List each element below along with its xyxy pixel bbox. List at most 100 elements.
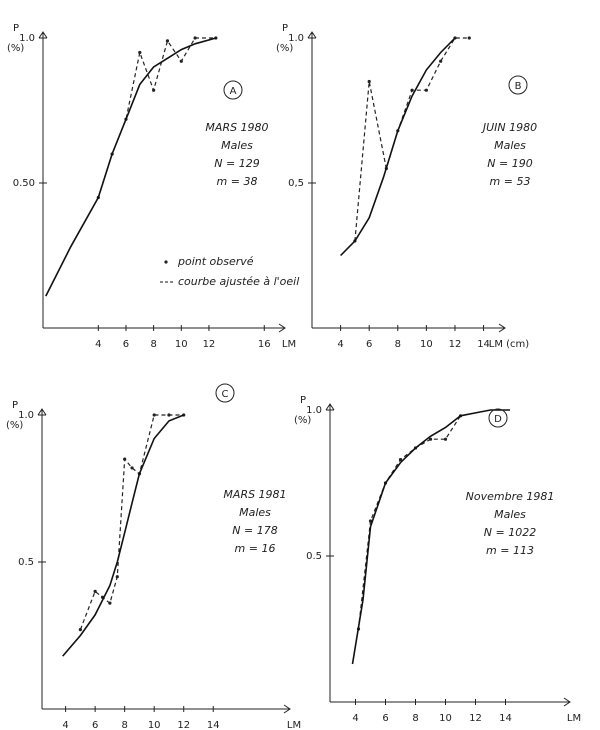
y-tick-label: 1.0 — [18, 410, 34, 421]
annotation: N = 129 — [214, 157, 259, 170]
observed-point — [398, 458, 403, 462]
x-tick-label: 6 — [366, 339, 372, 350]
observed-point — [428, 437, 433, 441]
x-tick-label: 4 — [352, 713, 358, 724]
x-tick-label: 4 — [62, 720, 68, 730]
panel-letter: D — [494, 414, 502, 425]
legend-label: point observé — [177, 255, 254, 268]
panel-circle — [215, 383, 235, 403]
annotation: MARS 1980 — [205, 121, 268, 134]
annotation: N = 178 — [232, 524, 277, 537]
x-tick-label: 6 — [382, 713, 388, 724]
y-tick-label: 1.0 — [288, 33, 304, 44]
y-label: P — [300, 395, 306, 406]
y-unit: (%) — [7, 43, 24, 54]
annotation: JUIN 1980 — [481, 121, 537, 134]
fitted-line — [62, 414, 184, 657]
annotation: MARS 1981 — [223, 488, 286, 501]
y-label: P — [12, 400, 18, 411]
x-label: LM — [567, 713, 581, 724]
y-tick-label: 1.0 — [306, 405, 322, 416]
fitted-line — [340, 37, 456, 257]
x-tick-label: 12 — [203, 339, 216, 350]
observed-point — [152, 413, 156, 417]
legend-label: courbe ajustée à l'oeil — [178, 275, 299, 288]
y-tick-label: 0.50 — [13, 178, 35, 189]
observed-point — [443, 437, 448, 441]
annotation: Males — [239, 506, 271, 519]
y-unit: (%) — [294, 415, 311, 426]
observed-point — [165, 39, 170, 43]
x-tick-label: 10 — [439, 713, 452, 724]
annotation: m = 16 — [235, 542, 276, 555]
observed-point — [130, 466, 134, 470]
x-tick-label: 14 — [207, 720, 220, 730]
annotation: Males — [494, 139, 526, 152]
x-label: LM — [282, 339, 296, 350]
x-tick-label: 6 — [123, 339, 129, 350]
observed-line — [357, 415, 462, 630]
y-tick-label: 1.0 — [19, 33, 35, 44]
x-tick-label: 12 — [469, 713, 482, 724]
observed-point — [115, 575, 119, 579]
observed-point — [108, 601, 112, 605]
y-tick-label: 0.5 — [306, 551, 322, 562]
observed-point — [152, 88, 156, 92]
observed-point — [78, 628, 82, 632]
y-tick-label: 0.5 — [18, 557, 34, 568]
panel-letter: B — [515, 81, 522, 92]
y-unit: (%) — [276, 43, 293, 54]
observed-line — [97, 37, 216, 198]
x-tick-label: 8 — [412, 713, 418, 724]
x-arrow — [283, 704, 291, 714]
observed-point — [368, 519, 373, 523]
y-arrow — [38, 31, 48, 39]
panel-circle — [223, 80, 243, 100]
annotation: m = 113 — [486, 544, 534, 557]
panel-circle — [508, 75, 528, 95]
x-tick-label: 8 — [150, 339, 156, 350]
annotation: m = 38 — [217, 175, 258, 188]
x-tick-label: 10 — [420, 339, 433, 350]
observed-point — [167, 413, 171, 417]
fitted-line — [351, 409, 510, 665]
observed-line — [79, 414, 184, 630]
x-tick-label: 14 — [477, 339, 490, 350]
observed-point — [93, 589, 97, 594]
x-tick-label: 12 — [449, 339, 462, 350]
panel-circle — [488, 408, 508, 428]
y-tick-label: 0,5 — [288, 178, 304, 189]
x-tick-label: 8 — [121, 720, 127, 730]
observed-point — [123, 457, 127, 461]
observed-point — [410, 88, 414, 92]
x-tick-label: 8 — [395, 339, 401, 350]
panel-letter: A — [230, 86, 237, 97]
x-tick-label: 12 — [177, 720, 190, 730]
legend-marker — [164, 260, 168, 264]
observed-point — [138, 50, 142, 55]
fitted-line — [45, 37, 217, 297]
observed-point — [439, 59, 443, 63]
x-tick-label: 4 — [337, 339, 343, 350]
x-tick-label: 10 — [175, 339, 188, 350]
y-label: P — [13, 23, 19, 34]
x-arrow — [278, 323, 286, 333]
y-arrow — [325, 403, 335, 411]
x-tick-label: 14 — [499, 713, 512, 724]
y-arrow — [307, 31, 317, 39]
x-label: LM (cm) — [489, 339, 530, 350]
annotation: N = 190 — [487, 157, 532, 170]
annotation: Males — [221, 139, 253, 152]
annotation: m = 53 — [490, 175, 531, 188]
y-arrow — [37, 408, 47, 416]
observed-point — [467, 36, 471, 40]
observed-point — [424, 88, 428, 92]
x-tick-label: 10 — [148, 720, 161, 730]
x-tick-label: 4 — [95, 339, 101, 350]
annotation: Males — [494, 508, 526, 521]
observed-point — [179, 59, 183, 63]
panel-letter: C — [222, 389, 229, 400]
x-arrow — [498, 323, 506, 333]
x-tick-label: 16 — [258, 339, 271, 350]
